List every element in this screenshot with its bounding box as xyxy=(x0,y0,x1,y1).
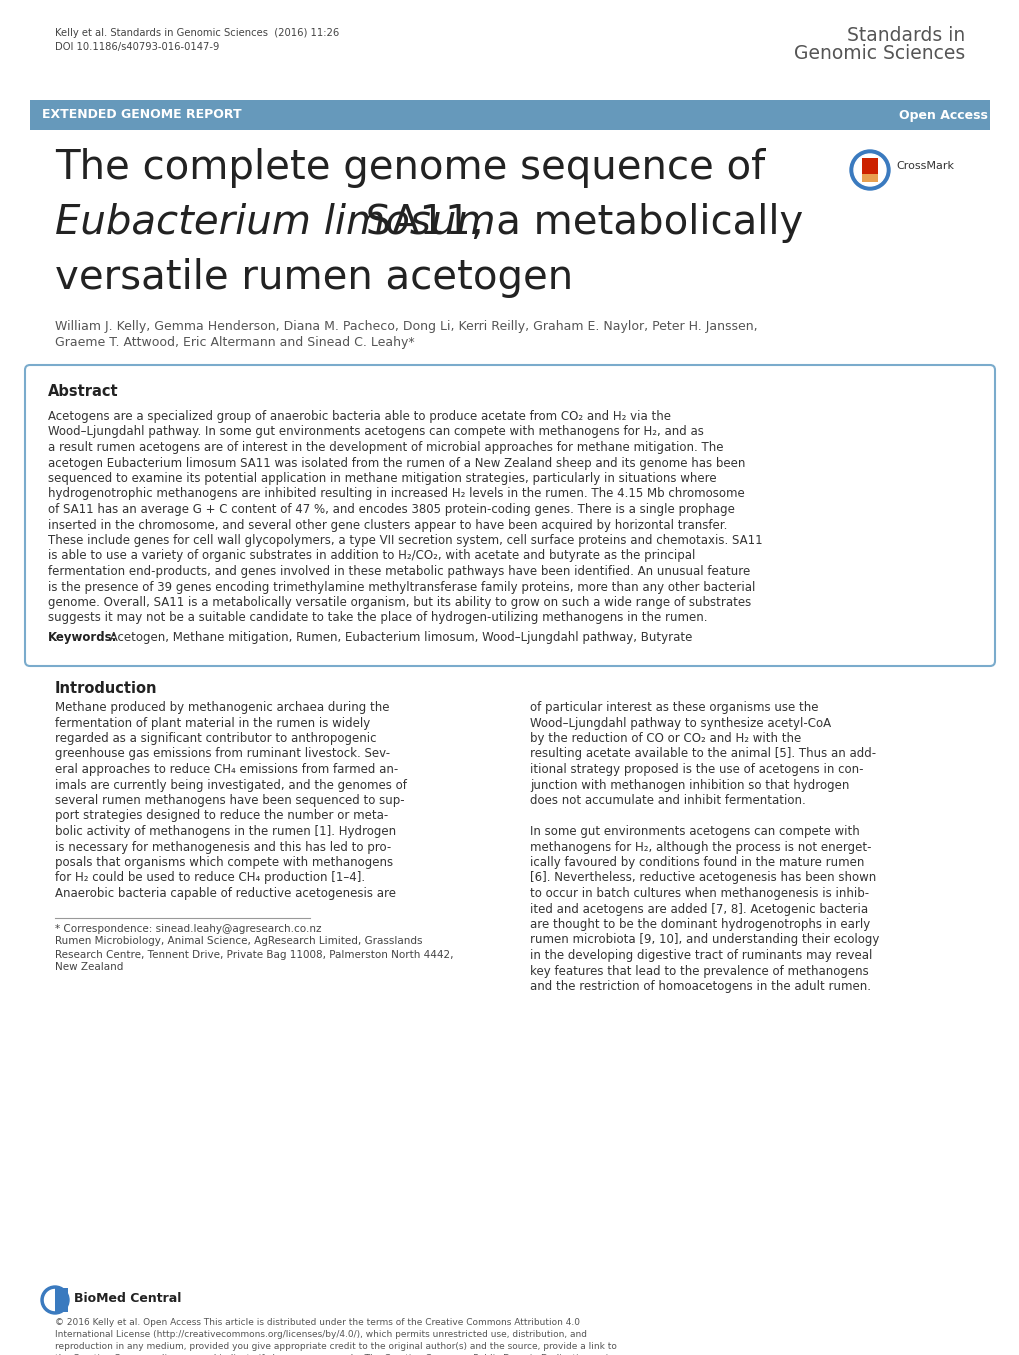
Text: Genomic Sciences: Genomic Sciences xyxy=(793,43,964,62)
Text: Research Centre, Tennent Drive, Private Bag 11008, Palmerston North 4442,: Research Centre, Tennent Drive, Private … xyxy=(55,950,453,959)
Text: Standards in: Standards in xyxy=(846,26,964,45)
Text: EXTENDED GENOME REPORT: EXTENDED GENOME REPORT xyxy=(42,108,242,122)
Text: eral approaches to reduce CH₄ emissions from farmed an-: eral approaches to reduce CH₄ emissions … xyxy=(55,763,397,776)
Text: rumen microbiota [9, 10], and understanding their ecology: rumen microbiota [9, 10], and understand… xyxy=(530,934,878,947)
Text: [6]. Nevertheless, reductive acetogenesis has been shown: [6]. Nevertheless, reductive acetogenesi… xyxy=(530,871,875,885)
Text: is able to use a variety of organic substrates in addition to H₂/CO₂, with aceta: is able to use a variety of organic subs… xyxy=(48,550,695,562)
Text: Kelly et al. Standards in Genomic Sciences  (2016) 11:26: Kelly et al. Standards in Genomic Scienc… xyxy=(55,28,339,38)
Circle shape xyxy=(853,154,886,186)
Text: The complete genome sequence of: The complete genome sequence of xyxy=(55,148,764,188)
Text: CrossMark: CrossMark xyxy=(895,161,953,171)
FancyBboxPatch shape xyxy=(861,159,877,178)
Text: genome. Overall, SA11 is a metabolically versatile organism, but its ability to : genome. Overall, SA11 is a metabolically… xyxy=(48,596,751,608)
Text: key features that lead to the prevalence of methanogens: key features that lead to the prevalence… xyxy=(530,965,868,977)
Text: © 2016 Kelly et al. Open Access This article is distributed under the terms of t: © 2016 Kelly et al. Open Access This art… xyxy=(55,1318,580,1327)
Text: fermentation of plant material in the rumen is widely: fermentation of plant material in the ru… xyxy=(55,717,370,729)
Text: reproduction in any medium, provided you give appropriate credit to the original: reproduction in any medium, provided you… xyxy=(55,1341,616,1351)
Circle shape xyxy=(45,1290,65,1310)
Text: Abstract: Abstract xyxy=(48,383,118,398)
Text: greenhouse gas emissions from ruminant livestock. Sev-: greenhouse gas emissions from ruminant l… xyxy=(55,748,389,760)
FancyBboxPatch shape xyxy=(861,173,877,182)
Text: These include genes for cell wall glycopolymers, a type VII secretion system, ce: These include genes for cell wall glycop… xyxy=(48,534,762,547)
Text: several rumen methanogens have been sequenced to sup-: several rumen methanogens have been sequ… xyxy=(55,794,405,808)
Text: Acetogen, Methane mitigation, Rumen, Eubacterium limosum, Wood–Ljungdahl pathway: Acetogen, Methane mitigation, Rumen, Eub… xyxy=(106,631,692,644)
Text: for H₂ could be used to reduce CH₄ production [1–4].: for H₂ could be used to reduce CH₄ produ… xyxy=(55,871,365,885)
Text: and the restriction of homoacetogens in the adult rumen.: and the restriction of homoacetogens in … xyxy=(530,980,870,993)
Text: acetogen Eubacterium limosum SA11 was isolated from the rumen of a New Zealand s: acetogen Eubacterium limosum SA11 was is… xyxy=(48,457,745,469)
FancyBboxPatch shape xyxy=(30,100,989,130)
Text: Anaerobic bacteria capable of reductive acetogenesis are: Anaerobic bacteria capable of reductive … xyxy=(55,888,395,900)
Text: a result rumen acetogens are of interest in the development of microbial approac: a result rumen acetogens are of interest… xyxy=(48,440,722,454)
Text: itional strategy proposed is the use of acetogens in con-: itional strategy proposed is the use of … xyxy=(530,763,863,776)
Text: Introduction: Introduction xyxy=(55,682,157,696)
Text: by the reduction of CO or CO₂ and H₂ with the: by the reduction of CO or CO₂ and H₂ wit… xyxy=(530,732,801,745)
Text: methanogens for H₂, although the process is not energet-: methanogens for H₂, although the process… xyxy=(530,840,870,854)
Text: to occur in batch cultures when methanogenesis is inhib-: to occur in batch cultures when methanog… xyxy=(530,888,868,900)
Text: hydrogenotrophic methanogens are inhibited resulting in increased H₂ levels in t: hydrogenotrophic methanogens are inhibit… xyxy=(48,488,744,500)
Text: junction with methanogen inhibition so that hydrogen: junction with methanogen inhibition so t… xyxy=(530,779,849,791)
Text: BioMed Central: BioMed Central xyxy=(74,1293,181,1305)
Text: posals that organisms which compete with methanogens: posals that organisms which compete with… xyxy=(55,856,392,869)
Text: Wood–Ljungdahl pathway to synthesize acetyl-CoA: Wood–Ljungdahl pathway to synthesize ace… xyxy=(530,717,830,729)
Text: sequenced to examine its potential application in methane mitigation strategies,: sequenced to examine its potential appli… xyxy=(48,472,716,485)
Text: * Correspondence: sinead.leahy@agresearch.co.nz: * Correspondence: sinead.leahy@agresearc… xyxy=(55,924,321,934)
Text: is the presence of 39 genes encoding trimethylamine methyltransferase family pro: is the presence of 39 genes encoding tri… xyxy=(48,580,755,593)
Text: suggests it may not be a suitable candidate to take the place of hydrogen-utiliz: suggests it may not be a suitable candid… xyxy=(48,611,707,625)
Text: Eubacterium limosum: Eubacterium limosum xyxy=(55,203,495,243)
Text: inserted in the chromosome, and several other gene clusters appear to have been : inserted in the chromosome, and several … xyxy=(48,519,727,531)
Text: fermentation end-products, and genes involved in these metabolic pathways have b: fermentation end-products, and genes inv… xyxy=(48,565,750,579)
Text: International License (http://creativecommons.org/licenses/by/4.0/), which permi: International License (http://creativeco… xyxy=(55,1331,586,1339)
FancyBboxPatch shape xyxy=(25,364,994,667)
Text: regarded as a significant contributor to anthropogenic: regarded as a significant contributor to… xyxy=(55,732,376,745)
Text: ited and acetogens are added [7, 8]. Acetogenic bacteria: ited and acetogens are added [7, 8]. Ace… xyxy=(530,902,867,916)
Text: ically favoured by conditions found in the mature rumen: ically favoured by conditions found in t… xyxy=(530,856,863,869)
Text: port strategies designed to reduce the number or meta-: port strategies designed to reduce the n… xyxy=(55,809,388,822)
Text: DOI 10.1186/s40793-016-0147-9: DOI 10.1186/s40793-016-0147-9 xyxy=(55,42,219,51)
Text: bolic activity of methanogens in the rumen [1]. Hydrogen: bolic activity of methanogens in the rum… xyxy=(55,825,395,837)
Text: Acetogens are a specialized group of anaerobic bacteria able to produce acetate : Acetogens are a specialized group of ana… xyxy=(48,411,671,423)
Text: is necessary for methanogenesis and this has led to pro-: is necessary for methanogenesis and this… xyxy=(55,840,391,854)
Text: Graeme T. Attwood, Eric Altermann and Sinead C. Leahy*: Graeme T. Attwood, Eric Altermann and Si… xyxy=(55,336,414,350)
Text: in the developing digestive tract of ruminants may reveal: in the developing digestive tract of rum… xyxy=(530,948,871,962)
Text: resulting acetate available to the animal [5]. Thus an add-: resulting acetate available to the anima… xyxy=(530,748,875,760)
Circle shape xyxy=(41,1286,69,1314)
Text: of particular interest as these organisms use the: of particular interest as these organism… xyxy=(530,701,817,714)
Text: Open Access: Open Access xyxy=(898,108,987,122)
Text: William J. Kelly, Gemma Henderson, Diana M. Pacheco, Dong Li, Kerri Reilly, Grah: William J. Kelly, Gemma Henderson, Diana… xyxy=(55,320,757,333)
Text: of SA11 has an average G + C content of 47 %, and encodes 3805 protein-coding ge: of SA11 has an average G + C content of … xyxy=(48,503,734,516)
Text: Keywords:: Keywords: xyxy=(48,631,117,644)
Text: are thought to be the dominant hydrogenotrophs in early: are thought to be the dominant hydrogeno… xyxy=(530,917,869,931)
Text: imals are currently being investigated, and the genomes of: imals are currently being investigated, … xyxy=(55,779,407,791)
Text: In some gut environments acetogens can compete with: In some gut environments acetogens can c… xyxy=(530,825,859,837)
Text: Wood–Ljungdahl pathway. In some gut environments acetogens can compete with meth: Wood–Ljungdahl pathway. In some gut envi… xyxy=(48,425,703,439)
Text: does not accumulate and inhibit fermentation.: does not accumulate and inhibit fermenta… xyxy=(530,794,805,808)
FancyBboxPatch shape xyxy=(55,1289,68,1312)
Circle shape xyxy=(849,150,890,190)
Text: Methane produced by methanogenic archaea during the: Methane produced by methanogenic archaea… xyxy=(55,701,389,714)
Text: SA11, a metabolically: SA11, a metabolically xyxy=(353,203,803,243)
Text: versatile rumen acetogen: versatile rumen acetogen xyxy=(55,257,573,298)
Text: New Zealand: New Zealand xyxy=(55,962,123,973)
Text: Rumen Microbiology, Animal Science, AgResearch Limited, Grasslands: Rumen Microbiology, Animal Science, AgRe… xyxy=(55,936,422,947)
